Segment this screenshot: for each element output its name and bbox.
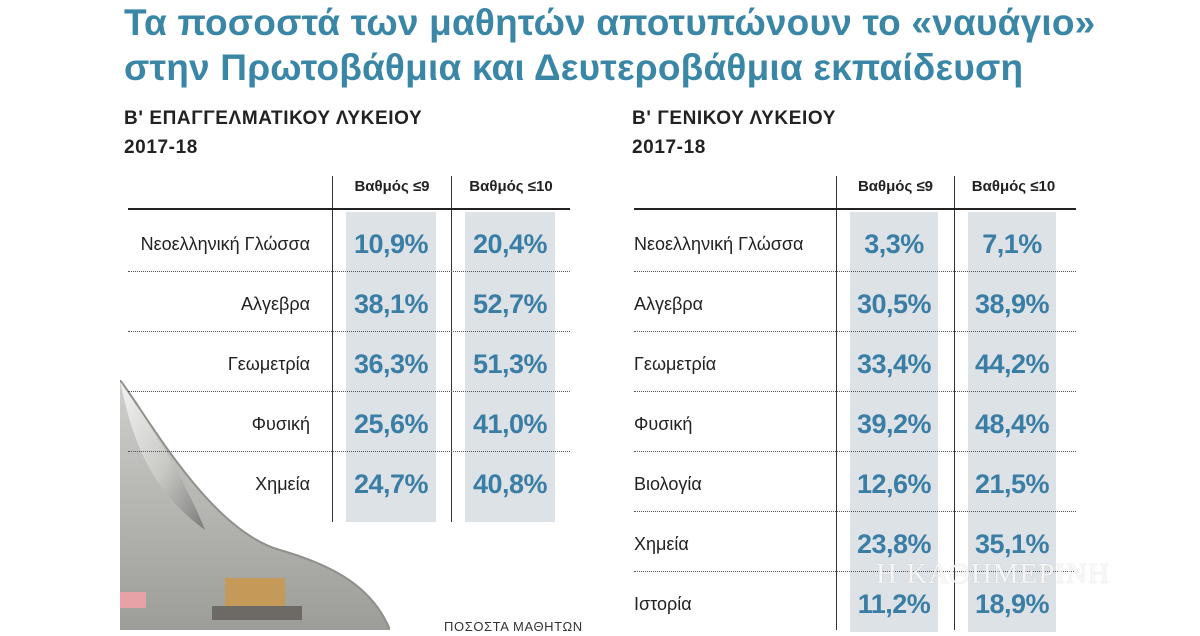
value-le9: 3,3% — [864, 229, 924, 259]
table-row: Γεωμετρία 33,4% 44,2% — [628, 332, 1088, 392]
footer-note: ΠΟΣΟΣΤΑ ΜΑΘΗΤΩΝ — [444, 619, 583, 634]
table-row: Νεοελληνική Γλώσσα 3,3% 7,1% — [628, 212, 1088, 272]
row-divider — [128, 271, 570, 272]
row-divider — [634, 331, 1076, 332]
row-divider — [128, 451, 570, 452]
column-divider — [836, 176, 837, 630]
infographic-title: Τα ποσοστά των μαθητών αποτυπώνουν το «ν… — [124, 0, 1095, 90]
subject-label: Φυσική — [634, 414, 693, 434]
row-divider — [634, 271, 1076, 272]
table-heading-school: Β' ΓΕΝΙΚΟΥ ΛΥΚΕΙΟΥ — [632, 108, 836, 129]
value-le9: 25,6% — [353, 409, 429, 439]
table-row: Φυσική 25,6% 41,0% — [120, 392, 590, 452]
value-le10: 21,5% — [974, 469, 1050, 499]
value-le10: 41,0% — [472, 409, 548, 439]
subject-label: Αλγεβρα — [634, 294, 704, 314]
column-header-le10: Βαθμός ≤10 — [469, 178, 553, 195]
table-heading: Β' ΓΕΝΙΚΟΥ ΛΥΚΕΙΟΥ 2017-18 — [632, 104, 836, 162]
subject-label: Γεωμετρία — [227, 354, 310, 374]
table-row: Αλγεβρα 38,1% 52,7% — [120, 272, 590, 332]
table-row: Ιστορία 11,2% 18,9% — [628, 572, 1088, 632]
value-le10: 7,1% — [982, 229, 1042, 259]
column-divider — [332, 176, 333, 522]
value-le9: 33,4% — [856, 349, 932, 379]
value-le10: 51,3% — [472, 349, 548, 379]
column-header-le10: Βαθμός ≤10 — [971, 178, 1056, 195]
value-le10: 38,9% — [974, 289, 1050, 319]
column-header-le9: Βαθμός ≤9 — [354, 178, 430, 195]
row-divider — [634, 511, 1076, 512]
column-band-le9 — [346, 212, 436, 522]
value-le9: 10,9% — [353, 229, 429, 259]
column-header-le9: Βαθμός ≤9 — [857, 178, 934, 195]
subject-label: Φυσική — [251, 414, 310, 434]
value-le9: 23,8% — [856, 529, 932, 559]
table-heading-year: 2017-18 — [124, 137, 198, 158]
table-row: Νεοελληνική Γλώσσα 10,9% 20,4% — [120, 212, 590, 272]
column-divider — [954, 176, 955, 630]
subject-label: Βιολογία — [634, 474, 702, 494]
value-le10: 20,4% — [472, 229, 548, 259]
value-le10: 44,2% — [974, 349, 1050, 379]
table-row: Βιολογία 12,6% 21,5% — [628, 452, 1088, 512]
value-le10: 35,1% — [974, 529, 1050, 559]
row-divider — [634, 451, 1076, 452]
subject-label: Χημεία — [634, 534, 689, 554]
column-band-le9 — [850, 212, 938, 632]
column-band-le10 — [968, 212, 1056, 632]
table-heading-school: Β' ΕΠΑΓΓΕΛΜΑΤΙΚΟΥ ΛΥΚΕΙΟΥ — [124, 108, 423, 129]
subject-label: Νεοελληνική Γλώσσα — [634, 234, 804, 254]
subject-label: Γεωμετρία — [634, 354, 717, 374]
table-row: Χημεία 24,7% 40,8% — [120, 452, 590, 512]
table-row: Αλγεβρα 30,5% 38,9% — [628, 272, 1088, 332]
header-rule — [128, 208, 570, 210]
value-le10: 40,8% — [472, 469, 548, 499]
column-divider — [451, 176, 452, 522]
value-le9: 30,5% — [856, 289, 932, 319]
subject-label: Αλγεβρα — [240, 294, 310, 314]
value-le9: 38,1% — [353, 289, 429, 319]
desk-object — [225, 578, 285, 610]
value-le9: 36,3% — [353, 349, 429, 379]
title-line-1: Τα ποσοστά των μαθητών αποτυπώνουν το «ν… — [124, 2, 1096, 43]
publisher-watermark: Η ΚΑΘΗΜΕΡΙΝΗ — [876, 558, 1110, 590]
subject-label: Ιστορία — [634, 594, 692, 614]
value-le9: 39,2% — [856, 409, 932, 439]
column-band-le10 — [465, 212, 555, 522]
page-curl-photo — [120, 380, 390, 630]
row-divider — [128, 391, 570, 392]
value-le9: 12,6% — [856, 469, 932, 499]
table-heading: Β' ΕΠΑΓΓΕΛΜΑΤΙΚΟΥ ΛΥΚΕΙΟΥ 2017-18 — [124, 104, 422, 162]
value-le9: 11,2% — [857, 589, 931, 619]
row-divider — [128, 331, 570, 332]
table-row: Γεωμετρία 36,3% 51,3% — [120, 332, 590, 392]
title-line-2: στην Πρωτοβάθμια και Δευτεροβάθμια εκπαί… — [124, 47, 1024, 88]
value-le10: 52,7% — [472, 289, 548, 319]
subject-label: Νεοελληνική Γλώσσα — [140, 234, 310, 254]
table-row: Χημεία 23,8% 35,1% — [628, 512, 1088, 572]
table-heading-year: 2017-18 — [632, 137, 706, 158]
value-le10: 18,9% — [974, 589, 1050, 619]
value-le10: 48,4% — [974, 409, 1050, 439]
subject-label: Χημεία — [255, 474, 310, 494]
table-row: Φυσική 39,2% 48,4% — [628, 392, 1088, 452]
value-le9: 24,7% — [353, 469, 429, 499]
header-rule — [634, 208, 1076, 210]
row-divider — [634, 391, 1076, 392]
row-divider — [634, 571, 1076, 572]
